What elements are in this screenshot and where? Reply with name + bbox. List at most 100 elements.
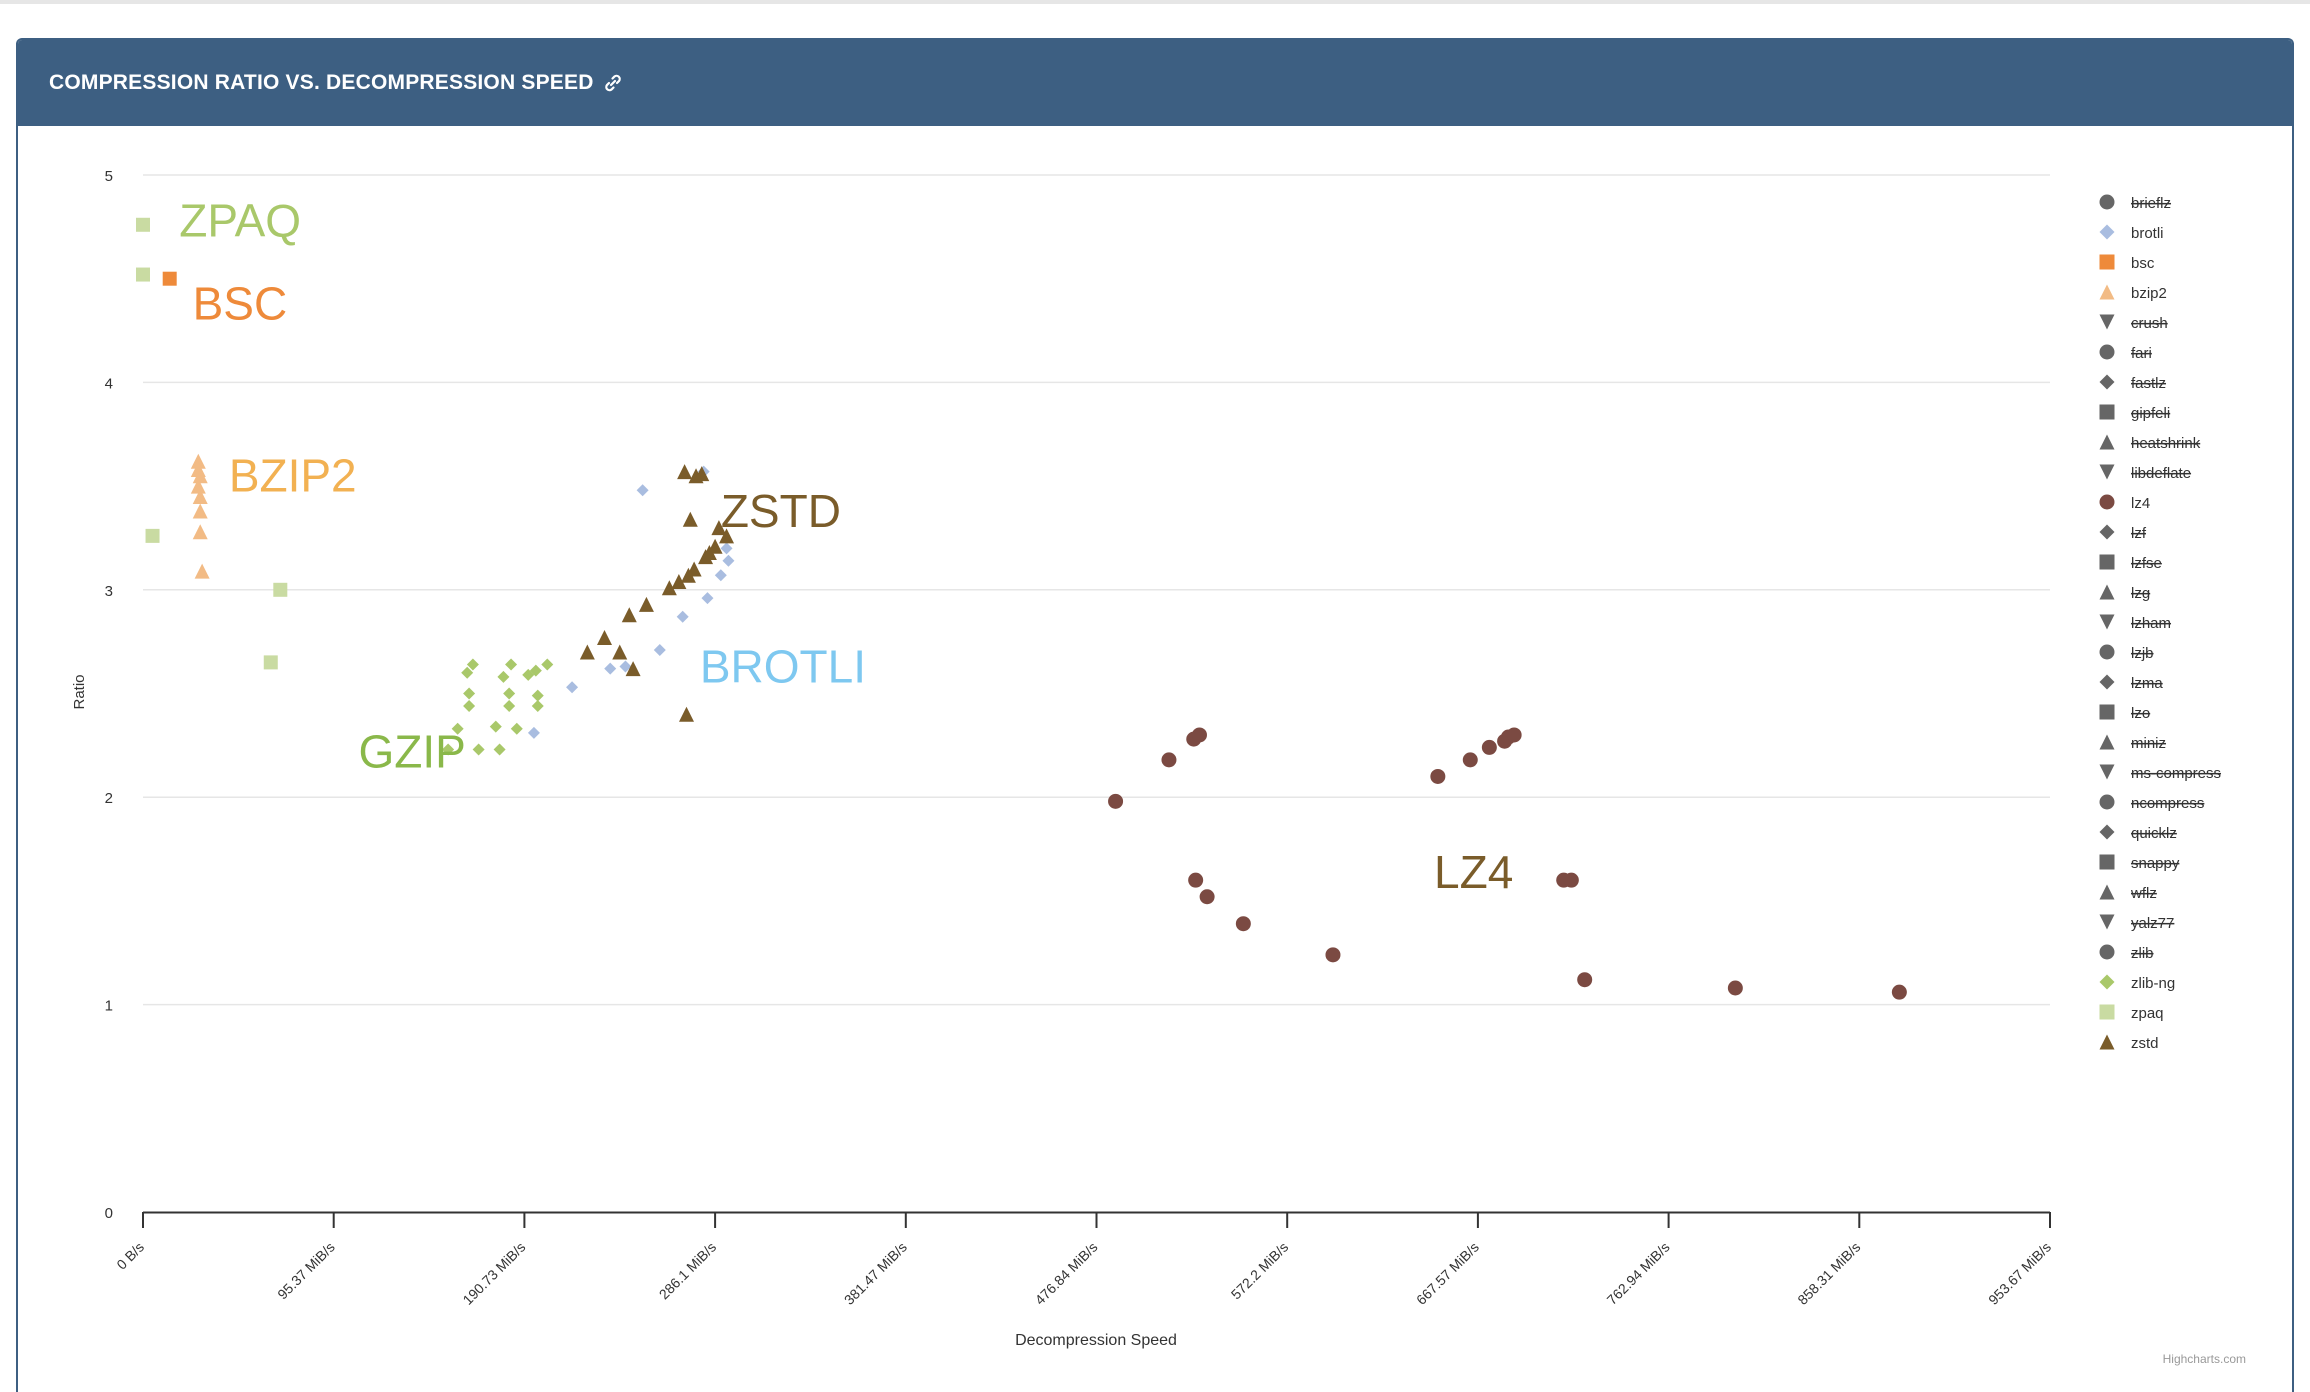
data-point-brotli[interactable] — [720, 542, 733, 555]
legend-item-wflz[interactable]: wflz — [2099, 884, 2157, 903]
data-point-bsc[interactable] — [162, 271, 177, 286]
data-point-zstd[interactable] — [612, 644, 628, 660]
data-point-zlib-ng[interactable] — [503, 699, 516, 712]
legend-item-lzham[interactable]: lzham — [2099, 614, 2172, 633]
legend-item-zlib[interactable]: zlib — [2099, 944, 2154, 963]
data-point-zstd[interactable] — [694, 466, 710, 482]
data-point-zpaq[interactable] — [136, 267, 150, 282]
data-point-zlib-ng[interactable] — [497, 670, 510, 683]
data-point-zlib-ng[interactable] — [466, 658, 479, 671]
legend-item-zstd[interactable]: zstd — [2099, 1034, 2159, 1053]
data-point-brotli[interactable] — [722, 554, 735, 567]
data-point-zlib-ng[interactable] — [463, 699, 476, 712]
data-point-lz4[interactable] — [1506, 727, 1522, 743]
data-point-zlib-ng[interactable] — [451, 722, 464, 735]
data-point-zstd[interactable] — [621, 607, 637, 623]
legend-item-quicklz[interactable]: quicklz — [2099, 824, 2177, 843]
data-point-bzip2[interactable] — [192, 524, 208, 540]
data-point-zlib-ng[interactable] — [505, 658, 518, 671]
legend-item-yalz77[interactable]: yalz77 — [2099, 914, 2175, 933]
data-point-brotli[interactable] — [636, 484, 649, 497]
data-point-zstd[interactable] — [677, 464, 693, 480]
data-point-zlib-ng[interactable] — [503, 687, 516, 700]
legend-item-lzg[interactable]: lzg — [2099, 584, 2151, 603]
data-point-zpaq[interactable] — [263, 655, 278, 670]
data-point-bzip2[interactable] — [190, 453, 206, 469]
legend-item-gipfeli[interactable]: gipfeli — [2099, 404, 2171, 423]
data-point-zstd[interactable] — [579, 644, 595, 660]
data-point-lz4[interactable] — [1891, 984, 1907, 1000]
data-point-brotli[interactable] — [604, 662, 617, 675]
data-point-zpaq[interactable] — [145, 528, 160, 543]
data-point-zlib-ng[interactable] — [463, 687, 476, 700]
data-point-lz4[interactable] — [1235, 916, 1251, 932]
data-point-zlib-ng[interactable] — [493, 743, 506, 756]
data-point-bzip2[interactable] — [192, 468, 208, 484]
data-point-bzip2[interactable] — [192, 488, 208, 504]
data-point-zlib-ng[interactable] — [531, 689, 544, 702]
legend-item-bsc[interactable]: bsc — [2099, 254, 2155, 273]
data-point-zstd[interactable] — [719, 528, 735, 544]
data-point-zlib-ng[interactable] — [531, 699, 544, 712]
data-point-zlib-ng[interactable] — [510, 722, 523, 735]
data-point-brotli[interactable] — [619, 660, 632, 673]
legend-item-snappy[interactable]: snappy — [2099, 854, 2180, 873]
data-point-bzip2[interactable] — [192, 503, 208, 519]
data-point-zstd[interactable] — [680, 567, 696, 583]
legend-item-miniz[interactable]: miniz — [2099, 734, 2167, 753]
data-point-zlib-ng[interactable] — [472, 743, 485, 756]
data-point-zpaq[interactable] — [136, 217, 150, 232]
data-point-lz4[interactable] — [1462, 752, 1478, 768]
data-point-zlib-ng[interactable] — [442, 743, 455, 756]
data-point-bzip2[interactable] — [190, 478, 206, 494]
data-point-lz4[interactable] — [1325, 947, 1341, 963]
data-point-zpaq[interactable] — [273, 582, 288, 597]
legend-item-ms-compress[interactable]: ms-compress — [2099, 764, 2222, 783]
data-point-lz4[interactable] — [1563, 872, 1579, 888]
legend-item-lzjb[interactable]: lzjb — [2099, 644, 2154, 663]
data-point-lz4[interactable] — [1161, 752, 1177, 768]
data-point-lz4[interactable] — [1188, 872, 1204, 888]
legend-item-lz4[interactable]: lz4 — [2099, 494, 2151, 513]
legend-item-zpaq[interactable]: zpaq — [2099, 1004, 2164, 1023]
legend-item-lzma[interactable]: lzma — [2099, 674, 2164, 693]
credits[interactable]: Highcharts.com — [2162, 1352, 2246, 1366]
data-point-zstd[interactable] — [671, 574, 687, 590]
data-point-zlib-ng[interactable] — [489, 720, 502, 733]
legend-item-lzo[interactable]: lzo — [2099, 704, 2151, 723]
legend-item-fari[interactable]: fari — [2099, 344, 2152, 363]
legend-item-zlib-ng[interactable]: zlib-ng — [2099, 974, 2176, 993]
data-point-zlib-ng[interactable] — [522, 668, 535, 681]
data-point-brotli[interactable] — [714, 569, 727, 582]
data-point-brotli[interactable] — [676, 610, 689, 623]
data-point-zstd[interactable] — [596, 630, 612, 646]
legend-item-bzip2[interactable]: bzip2 — [2099, 284, 2167, 303]
data-point-lz4[interactable] — [1727, 980, 1743, 996]
link-icon[interactable] — [602, 72, 624, 94]
data-point-zlib-ng[interactable] — [541, 658, 554, 671]
data-point-brotli[interactable] — [566, 681, 579, 694]
data-point-zstd[interactable] — [711, 520, 727, 536]
data-point-zstd[interactable] — [701, 544, 717, 560]
data-point-brotli[interactable] — [701, 592, 714, 605]
data-point-lz4[interactable] — [1430, 768, 1446, 784]
data-point-lz4[interactable] — [1481, 739, 1497, 755]
data-point-brotli[interactable] — [653, 643, 666, 656]
data-point-zstd[interactable] — [678, 706, 694, 722]
data-point-lz4[interactable] — [1577, 972, 1593, 988]
data-point-zstd[interactable] — [682, 511, 698, 527]
legend-item-lzfse[interactable]: lzfse — [2099, 554, 2162, 573]
data-point-bzip2[interactable] — [194, 563, 210, 579]
legend-item-heatshrink[interactable]: heatshrink — [2099, 434, 2201, 453]
data-point-brotli[interactable] — [527, 726, 540, 739]
legend-item-fastlz[interactable]: fastlz — [2099, 374, 2167, 393]
legend-item-brotli[interactable]: brotli — [2099, 224, 2164, 243]
data-point-lz4[interactable] — [1191, 727, 1207, 743]
data-point-lz4[interactable] — [1108, 793, 1124, 809]
data-point-zstd[interactable] — [661, 580, 677, 596]
legend-item-brieflz[interactable]: brieflz — [2099, 194, 2172, 213]
data-point-zlib-ng[interactable] — [461, 666, 474, 679]
data-point-lz4[interactable] — [1199, 889, 1215, 905]
legend-item-libdeflate[interactable]: libdeflate — [2099, 464, 2192, 483]
legend-item-ncompress[interactable]: ncompress — [2099, 794, 2205, 813]
